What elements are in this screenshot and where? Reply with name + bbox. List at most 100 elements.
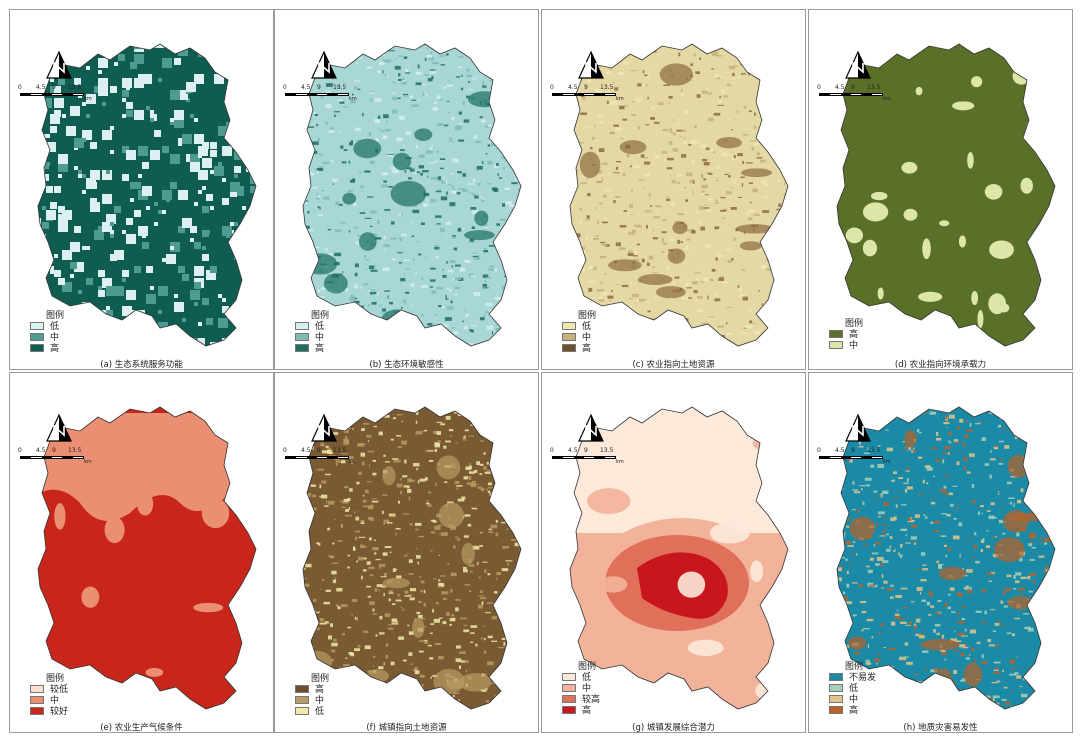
legend-item: 高 <box>30 342 59 354</box>
panel-caption: (e) 农业生产气候条件 <box>100 723 183 733</box>
legend-swatch <box>562 705 576 714</box>
scale-bar: 0 4.5 9 13.5 km <box>18 84 92 104</box>
legend-title: 图例 <box>46 311 65 321</box>
scale-tick-label: 4.5 <box>36 447 46 454</box>
legend-item: 低 <box>30 320 59 332</box>
map-panel-h: 0 4.5 9 13.5 km 图例 不易发低中高 (h) 地质灾害易发性 <box>808 372 1073 733</box>
legend-label: 高 <box>849 330 859 340</box>
legend-label: 低 <box>582 673 592 683</box>
north-arrow-icon <box>311 50 337 79</box>
scale-bar: 0 4.5 9 13.5 km <box>18 447 92 467</box>
north-arrow-icon <box>46 50 72 79</box>
legend-swatch <box>295 684 309 693</box>
legend-swatch <box>829 683 843 692</box>
legend-swatch <box>30 684 44 693</box>
legend-label: 低 <box>582 322 592 332</box>
map-panel-c: 0 4.5 9 13.5 km 图例低中高 (c) 农业指向土地资源 <box>541 9 806 370</box>
legend-swatch <box>30 332 44 341</box>
scale-tick-label: 0 <box>817 84 821 91</box>
region-map <box>569 406 789 710</box>
scale-unit: km <box>84 459 92 465</box>
legend-item: 中 <box>295 331 325 343</box>
legend-item: 不易发 <box>829 671 876 683</box>
map-legend: 图例 不易发低中高 <box>829 662 876 716</box>
legend-item: 中 <box>295 694 325 706</box>
legend-label: 较低 <box>50 685 69 695</box>
panel-caption: (g) 城镇发展综合潜力 <box>632 723 715 733</box>
scale-tick-label: 9 <box>52 84 56 91</box>
scale-tick-label: 13.5 <box>867 84 881 91</box>
map-legend: 图例高中 <box>829 319 863 351</box>
scale-tick-label: 0 <box>817 447 821 454</box>
legend-item: 高 <box>295 342 324 354</box>
scale-tick-label: 0 <box>550 447 554 454</box>
map-panel-g: 0 4.5 9 13.5 km 图例低中较高高 (g) 城镇发展综合潜力 <box>541 372 806 733</box>
map-panel-d: 0 4.5 9 13.5 km 图例高中 (d) 农业指向环境承载力 <box>808 9 1073 370</box>
scale-bar: 0 4.5 9 13.5 km <box>817 447 891 467</box>
legend-swatch <box>295 695 309 704</box>
scale-tick-label: 0 <box>550 84 554 91</box>
legend-item: 中 <box>30 694 68 706</box>
panel-caption: (h) 地质灾害易发性 <box>903 723 978 733</box>
scale-tick-label: 0 <box>283 84 287 91</box>
legend-swatch <box>562 343 576 352</box>
scale-tick-label: 13.5 <box>600 447 614 454</box>
legend-title: 图例 <box>46 674 65 684</box>
scale-tick-label: 9 <box>317 84 321 91</box>
legend-label: 中 <box>315 696 325 706</box>
scale-tick-label: 13.5 <box>68 84 82 91</box>
scale-tick-label: 4.5 <box>835 84 845 91</box>
legend-swatch <box>829 329 843 338</box>
scale-unit: km <box>883 459 891 465</box>
scale-tick-label: 0 <box>283 447 287 454</box>
legend-item: 较低 <box>30 683 69 695</box>
map-panel-b: 0 4.5 9 13.5 km 图例低中高 (b) 生态环境敏感性 <box>274 9 539 370</box>
legend-item: 中 <box>30 331 59 343</box>
legend-label: 中 <box>50 696 60 706</box>
scale-tick-label: 9 <box>317 447 321 454</box>
legend-swatch <box>829 340 843 349</box>
scale-unit: km <box>616 96 624 102</box>
scale-bar: 0 4.5 9 13.5 km <box>283 447 357 467</box>
scale-tick-label: 9 <box>851 447 855 454</box>
legend-swatch <box>295 332 309 341</box>
region-map <box>37 43 257 347</box>
legend-title: 图例 <box>578 662 597 672</box>
map-legend: 图例低中较高高 <box>562 662 600 716</box>
scale-tick-label: 4.5 <box>301 84 311 91</box>
legend-label: 高 <box>582 344 592 354</box>
legend-item: 高 <box>562 342 592 354</box>
scale-unit: km <box>349 459 357 465</box>
legend-swatch <box>295 706 309 715</box>
scale-tick-label: 4.5 <box>36 84 46 91</box>
north-arrow-icon <box>46 413 72 442</box>
scale-bar: 0 4.5 9 13.5 km <box>817 84 891 104</box>
panel-caption: (d) 农业指向环境承载力 <box>894 360 987 370</box>
scale-unit: km <box>349 96 357 102</box>
legend-label: 中 <box>582 333 592 343</box>
north-arrow-icon <box>578 50 604 79</box>
legend-item: 较好 <box>30 705 68 717</box>
scale-unit: km <box>883 96 891 102</box>
north-arrow-icon <box>311 413 337 442</box>
map-legend: 图例低中高 <box>295 311 329 354</box>
scale-tick-label: 13.5 <box>333 84 347 91</box>
scale-bar: 0 4.5 9 13.5 km <box>283 84 357 104</box>
legend-item: 较高 <box>562 693 600 705</box>
legend-label: 高 <box>582 706 592 716</box>
panel-caption: (a) 生态系统服务功能 <box>100 360 183 370</box>
legend-item: 高 <box>829 704 876 716</box>
legend-swatch <box>562 672 576 681</box>
legend-title: 图例 <box>845 662 864 672</box>
legend-item: 中 <box>829 693 876 705</box>
legend-title: 图例 <box>845 319 864 329</box>
legend-item: 高 <box>562 704 600 716</box>
map-legend: 图例低中高 <box>30 311 64 354</box>
scale-bar: 0 4.5 9 13.5 km <box>550 84 624 104</box>
legend-label: 中 <box>849 341 859 351</box>
legend-label: 低 <box>315 322 325 332</box>
scale-tick-label: 9 <box>851 84 855 91</box>
north-arrow-icon <box>845 50 871 79</box>
legend-swatch <box>562 321 576 330</box>
legend-label: 中 <box>315 333 325 343</box>
